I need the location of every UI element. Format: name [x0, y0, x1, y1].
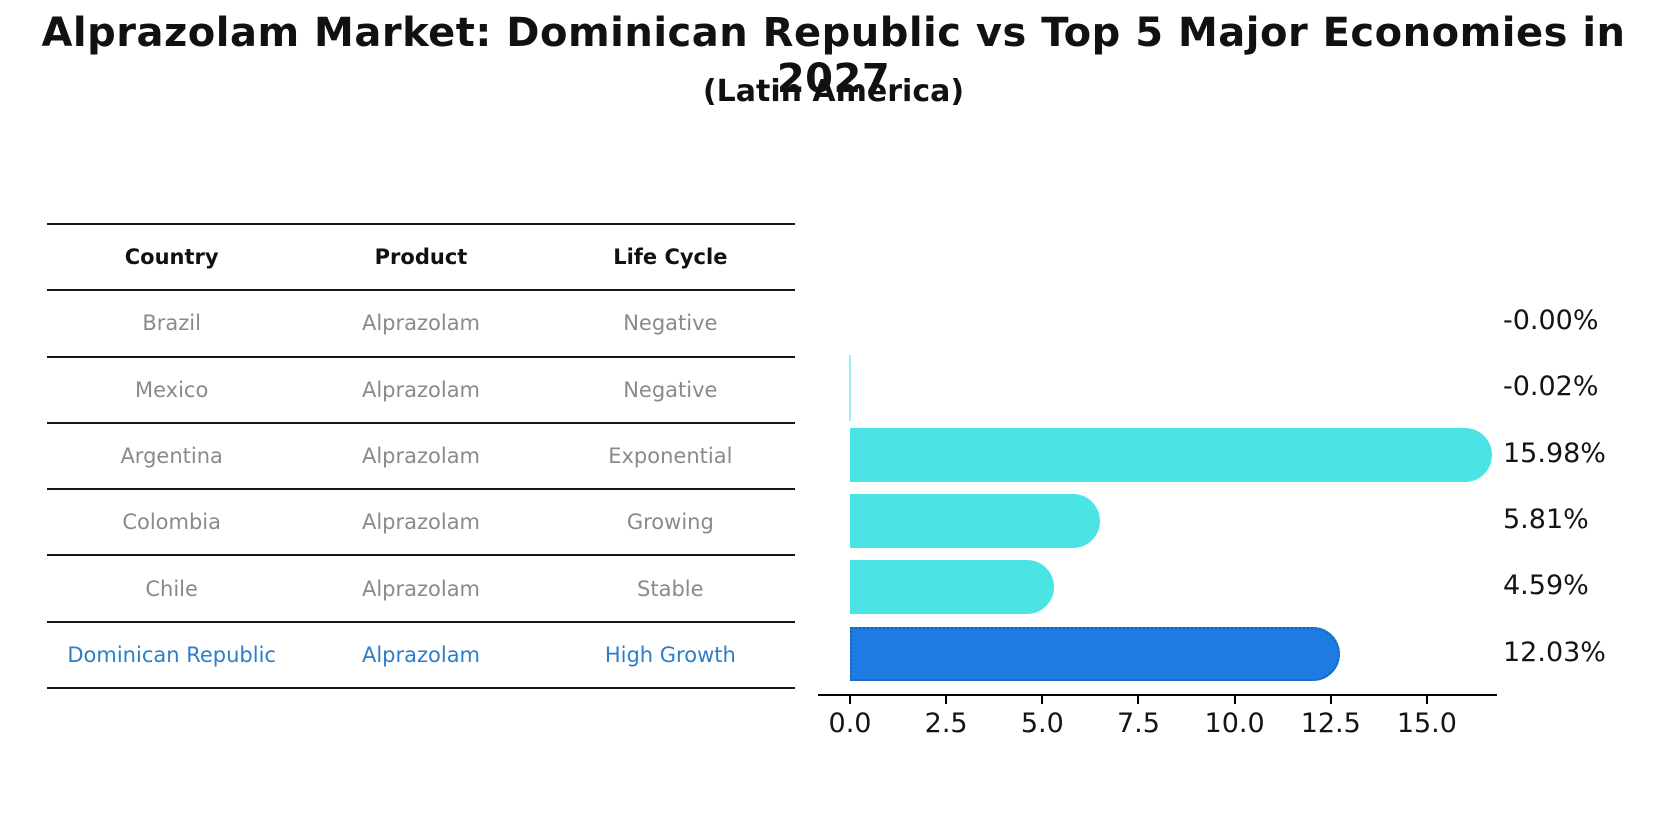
table-cell: Dominican Republic [67, 642, 276, 667]
table-header-lifecycle: Life Cycle [613, 245, 728, 270]
bar-value-label: 5.81% [1503, 504, 1589, 536]
highlight-bar [850, 626, 1340, 681]
chart-title: Alprazolam Market: Dominican Republic vs… [41, 10, 1626, 102]
bar-value-label: 12.03% [1503, 636, 1606, 668]
table-cell: Alprazolam [361, 576, 481, 601]
bar [850, 427, 1492, 482]
x-axis-tick-label: 12.5 [1300, 708, 1361, 739]
table-row: Chile Alprazolam Stable [47, 556, 795, 623]
table-cell: Alprazolam [361, 311, 481, 336]
bar [850, 494, 1101, 549]
table-cell: Argentina [120, 444, 223, 469]
table-cell: Stable [637, 576, 704, 601]
x-axis-tick [1137, 696, 1140, 704]
bar-value-label: 4.59% [1503, 570, 1589, 602]
x-axis-line [818, 694, 1497, 696]
table-row: Colombia Alprazolam Growing [47, 490, 795, 557]
table-cell: Negative [623, 311, 718, 336]
table-row: Dominican Republic Alprazolam High Growth [47, 623, 795, 690]
x-axis-tick [1425, 696, 1428, 704]
bar [848, 355, 851, 422]
table-row: Brazil Alprazolam Negative [47, 291, 795, 358]
bar-value-label: -0.02% [1503, 371, 1599, 403]
table-cell: Chile [145, 576, 198, 601]
table-cell: Alprazolam [361, 377, 481, 402]
table-header-country: Country [124, 245, 219, 270]
bar [850, 560, 1054, 615]
country-table: Country Product Life Cycle Brazil Alprazo… [47, 223, 795, 690]
bar-value-label: -0.00% [1503, 305, 1599, 337]
table-cell: Exponential [608, 444, 733, 469]
x-axis-tick [1041, 696, 1044, 704]
x-axis-tick-label: 10.0 [1204, 708, 1265, 739]
x-axis-tick [1233, 696, 1236, 704]
x-axis-tick-label: 5.0 [1020, 708, 1064, 739]
table-cell: Alprazolam [361, 510, 481, 535]
chart-subtitle: (Latin America) [702, 74, 965, 109]
table-cell: Growing [626, 510, 714, 535]
x-axis-tick [1329, 696, 1332, 704]
table-row: Argentina Alprazolam Exponential [47, 424, 795, 491]
table-cell: Negative [623, 377, 718, 402]
x-axis-tick-label: 7.5 [1116, 708, 1160, 739]
table-cell: Brazil [142, 311, 201, 336]
bar-value-label: 15.98% [1503, 437, 1606, 469]
x-axis-tick-label: 15.0 [1396, 708, 1457, 739]
table-header-product: Product [374, 245, 468, 270]
table-header-row: Country Product Life Cycle [47, 225, 795, 292]
x-axis-tick [945, 696, 948, 704]
table-cell: Colombia [122, 510, 221, 535]
table-body: Brazil Alprazolam Negative Mexico Alprazolam… [47, 291, 795, 690]
x-axis-tick-label: 0.0 [828, 708, 872, 739]
table-cell: Mexico [135, 377, 209, 402]
table-row: Mexico Alprazolam Negative [47, 358, 795, 424]
table-cell: High Growth [604, 642, 736, 667]
x-axis-tick [849, 696, 851, 704]
table-cell: Alprazolam [361, 642, 481, 667]
x-axis-tick-label: 2.5 [924, 708, 968, 739]
table-cell: Alprazolam [361, 444, 481, 469]
